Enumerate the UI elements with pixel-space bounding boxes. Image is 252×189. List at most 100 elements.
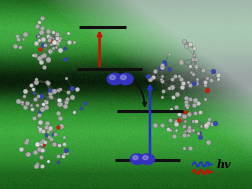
Point bbox=[55, 125, 59, 128]
Point bbox=[41, 103, 45, 106]
Point bbox=[192, 104, 196, 107]
Point bbox=[72, 110, 76, 113]
Point bbox=[63, 57, 67, 60]
Circle shape bbox=[120, 75, 126, 80]
Point bbox=[29, 84, 33, 87]
Point bbox=[179, 78, 183, 81]
Point bbox=[184, 44, 188, 47]
Point bbox=[40, 142, 44, 145]
Point bbox=[41, 149, 45, 152]
Point bbox=[191, 57, 195, 60]
Point bbox=[191, 120, 195, 123]
Point bbox=[184, 103, 188, 106]
Point bbox=[66, 91, 70, 94]
Point bbox=[56, 112, 60, 115]
Point bbox=[203, 83, 207, 86]
Point bbox=[173, 120, 177, 123]
Point bbox=[186, 80, 190, 83]
Point bbox=[182, 125, 186, 128]
Point bbox=[213, 121, 217, 124]
Point bbox=[201, 68, 205, 71]
Point bbox=[194, 57, 198, 60]
Point bbox=[41, 44, 45, 47]
Point bbox=[41, 129, 45, 132]
Point bbox=[50, 38, 54, 41]
Point bbox=[62, 135, 66, 138]
Point bbox=[33, 151, 37, 154]
Point bbox=[186, 103, 190, 106]
Point bbox=[41, 139, 45, 142]
Point bbox=[173, 75, 177, 78]
Point bbox=[39, 155, 43, 158]
Point bbox=[172, 134, 176, 137]
Point bbox=[18, 45, 22, 48]
Point bbox=[40, 30, 44, 33]
Point bbox=[53, 142, 57, 145]
Point bbox=[160, 65, 164, 68]
Point bbox=[79, 107, 83, 110]
Point bbox=[58, 116, 62, 119]
Point bbox=[16, 100, 20, 103]
Point bbox=[49, 43, 53, 46]
Point bbox=[13, 45, 17, 48]
Point bbox=[210, 123, 214, 126]
Point bbox=[151, 75, 155, 78]
Point bbox=[43, 43, 47, 46]
Point bbox=[37, 21, 41, 24]
Point bbox=[23, 89, 27, 92]
Point bbox=[188, 146, 192, 149]
Point bbox=[160, 63, 164, 66]
Circle shape bbox=[140, 154, 154, 164]
Point bbox=[192, 47, 196, 50]
Point bbox=[51, 132, 55, 136]
Point bbox=[57, 87, 61, 90]
Point bbox=[63, 47, 67, 50]
Point bbox=[163, 63, 167, 66]
Point bbox=[170, 85, 174, 88]
Point bbox=[52, 90, 56, 93]
Point bbox=[182, 111, 186, 114]
Circle shape bbox=[130, 154, 144, 164]
Point bbox=[205, 121, 209, 124]
Point bbox=[56, 88, 60, 91]
Point bbox=[38, 58, 42, 61]
Point bbox=[48, 38, 52, 41]
Point bbox=[55, 42, 59, 45]
Circle shape bbox=[110, 75, 115, 80]
Point bbox=[31, 54, 35, 57]
Point bbox=[35, 164, 39, 167]
Point bbox=[199, 125, 203, 128]
Point bbox=[183, 129, 187, 132]
Point bbox=[22, 95, 26, 98]
Point bbox=[207, 118, 211, 121]
Point bbox=[46, 35, 50, 38]
Point bbox=[64, 76, 68, 79]
Point bbox=[196, 102, 200, 105]
Point bbox=[41, 37, 45, 40]
Point bbox=[188, 84, 192, 87]
Point bbox=[216, 74, 220, 77]
Point bbox=[183, 120, 187, 123]
Point bbox=[56, 154, 60, 157]
Point bbox=[59, 125, 63, 128]
Point bbox=[182, 133, 186, 136]
Point bbox=[61, 155, 66, 158]
Point bbox=[33, 97, 37, 100]
Point bbox=[25, 152, 29, 155]
Point bbox=[53, 132, 57, 135]
Point bbox=[19, 147, 23, 150]
Point bbox=[196, 132, 200, 135]
Point bbox=[37, 56, 41, 59]
Point bbox=[167, 53, 171, 56]
Point bbox=[191, 73, 195, 76]
Point bbox=[21, 37, 25, 40]
Point bbox=[43, 141, 47, 144]
Point bbox=[49, 96, 53, 99]
Point bbox=[51, 31, 55, 34]
Point bbox=[198, 111, 202, 114]
Point bbox=[26, 153, 30, 156]
Point bbox=[186, 134, 190, 137]
Point bbox=[51, 47, 55, 50]
Point bbox=[216, 77, 220, 81]
Point bbox=[35, 35, 39, 38]
